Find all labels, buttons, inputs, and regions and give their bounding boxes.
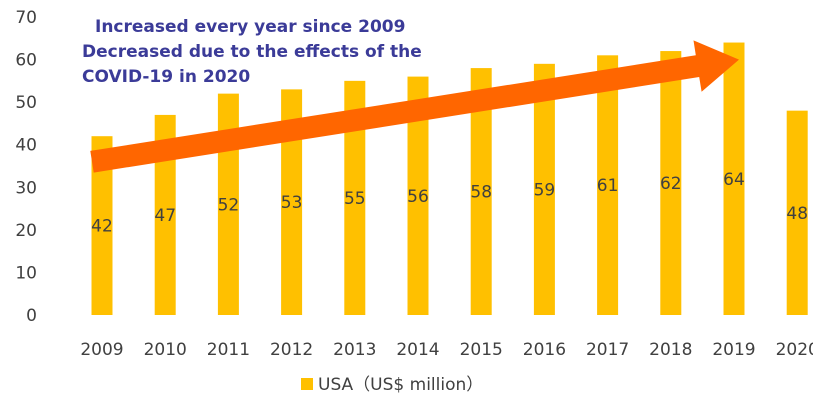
x-tick-label: 2019 [712,340,755,360]
data-labels: 42 47 52 53 55 56 58 59 61 62 64 48 [91,170,808,237]
x-tick-label: 2020 [776,340,813,360]
y-tick-label: 0 [26,306,37,326]
y-tick-label: 30 [15,178,37,198]
data-label: 56 [407,187,429,207]
data-label: 42 [91,217,113,237]
data-label: 48 [786,204,808,224]
x-tick-label: 2018 [649,340,692,360]
y-tick-label: 60 [15,51,37,71]
data-label: 55 [344,189,366,209]
x-tick-label: 2015 [460,340,503,360]
x-tick-label: 2010 [144,340,187,360]
annotation-line-3: COVID-19 in 2020 [82,67,250,87]
data-label: 52 [218,195,240,215]
legend-swatch-usa [301,378,313,390]
bar [407,76,429,315]
y-tick-label: 40 [15,136,37,156]
y-axis: 0 10 20 30 40 50 60 70 [15,8,37,326]
trend-arrow-shape [90,40,740,173]
x-tick-label: 2017 [586,340,629,360]
legend-label-usa: USA（US$ million） [318,375,483,395]
data-label: 64 [723,170,745,190]
x-tick-label: 2014 [396,340,439,360]
annotation-line-1: Increased every year since 2009 [95,17,405,37]
bar [533,63,555,316]
x-tick-label: 2016 [523,340,566,360]
y-tick-label: 50 [15,93,37,113]
y-tick-label: 70 [15,8,37,28]
x-tick-label: 2013 [333,340,376,360]
data-label: 59 [534,180,556,200]
bar [597,55,619,316]
bar [281,89,303,315]
x-axis: 2009 2010 2011 2012 2013 2014 2015 2016 2017 2018… [80,340,813,360]
legend: USA（US$ million） [301,375,483,395]
bar [154,114,176,316]
bar [660,51,682,316]
data-label: 53 [281,193,303,213]
x-tick-label: 2011 [207,340,250,360]
bar [470,68,492,315]
y-tick-label: 10 [15,263,37,283]
x-tick-label: 2012 [270,340,313,360]
data-label: 58 [470,183,492,203]
data-label: 61 [597,176,619,196]
bar [786,110,808,316]
bar [91,136,113,315]
data-label: 47 [154,206,176,226]
y-tick-label: 20 [15,221,37,241]
annotation: Increased every year since 2009 Decrease… [82,17,422,87]
bar [723,42,745,316]
data-label: 62 [660,174,682,194]
bars [91,42,808,316]
annotation-line-2: Decreased due to the effects of the [82,42,422,62]
trend-arrow [90,40,740,173]
bar [344,80,366,315]
x-tick-label: 2009 [80,340,123,360]
